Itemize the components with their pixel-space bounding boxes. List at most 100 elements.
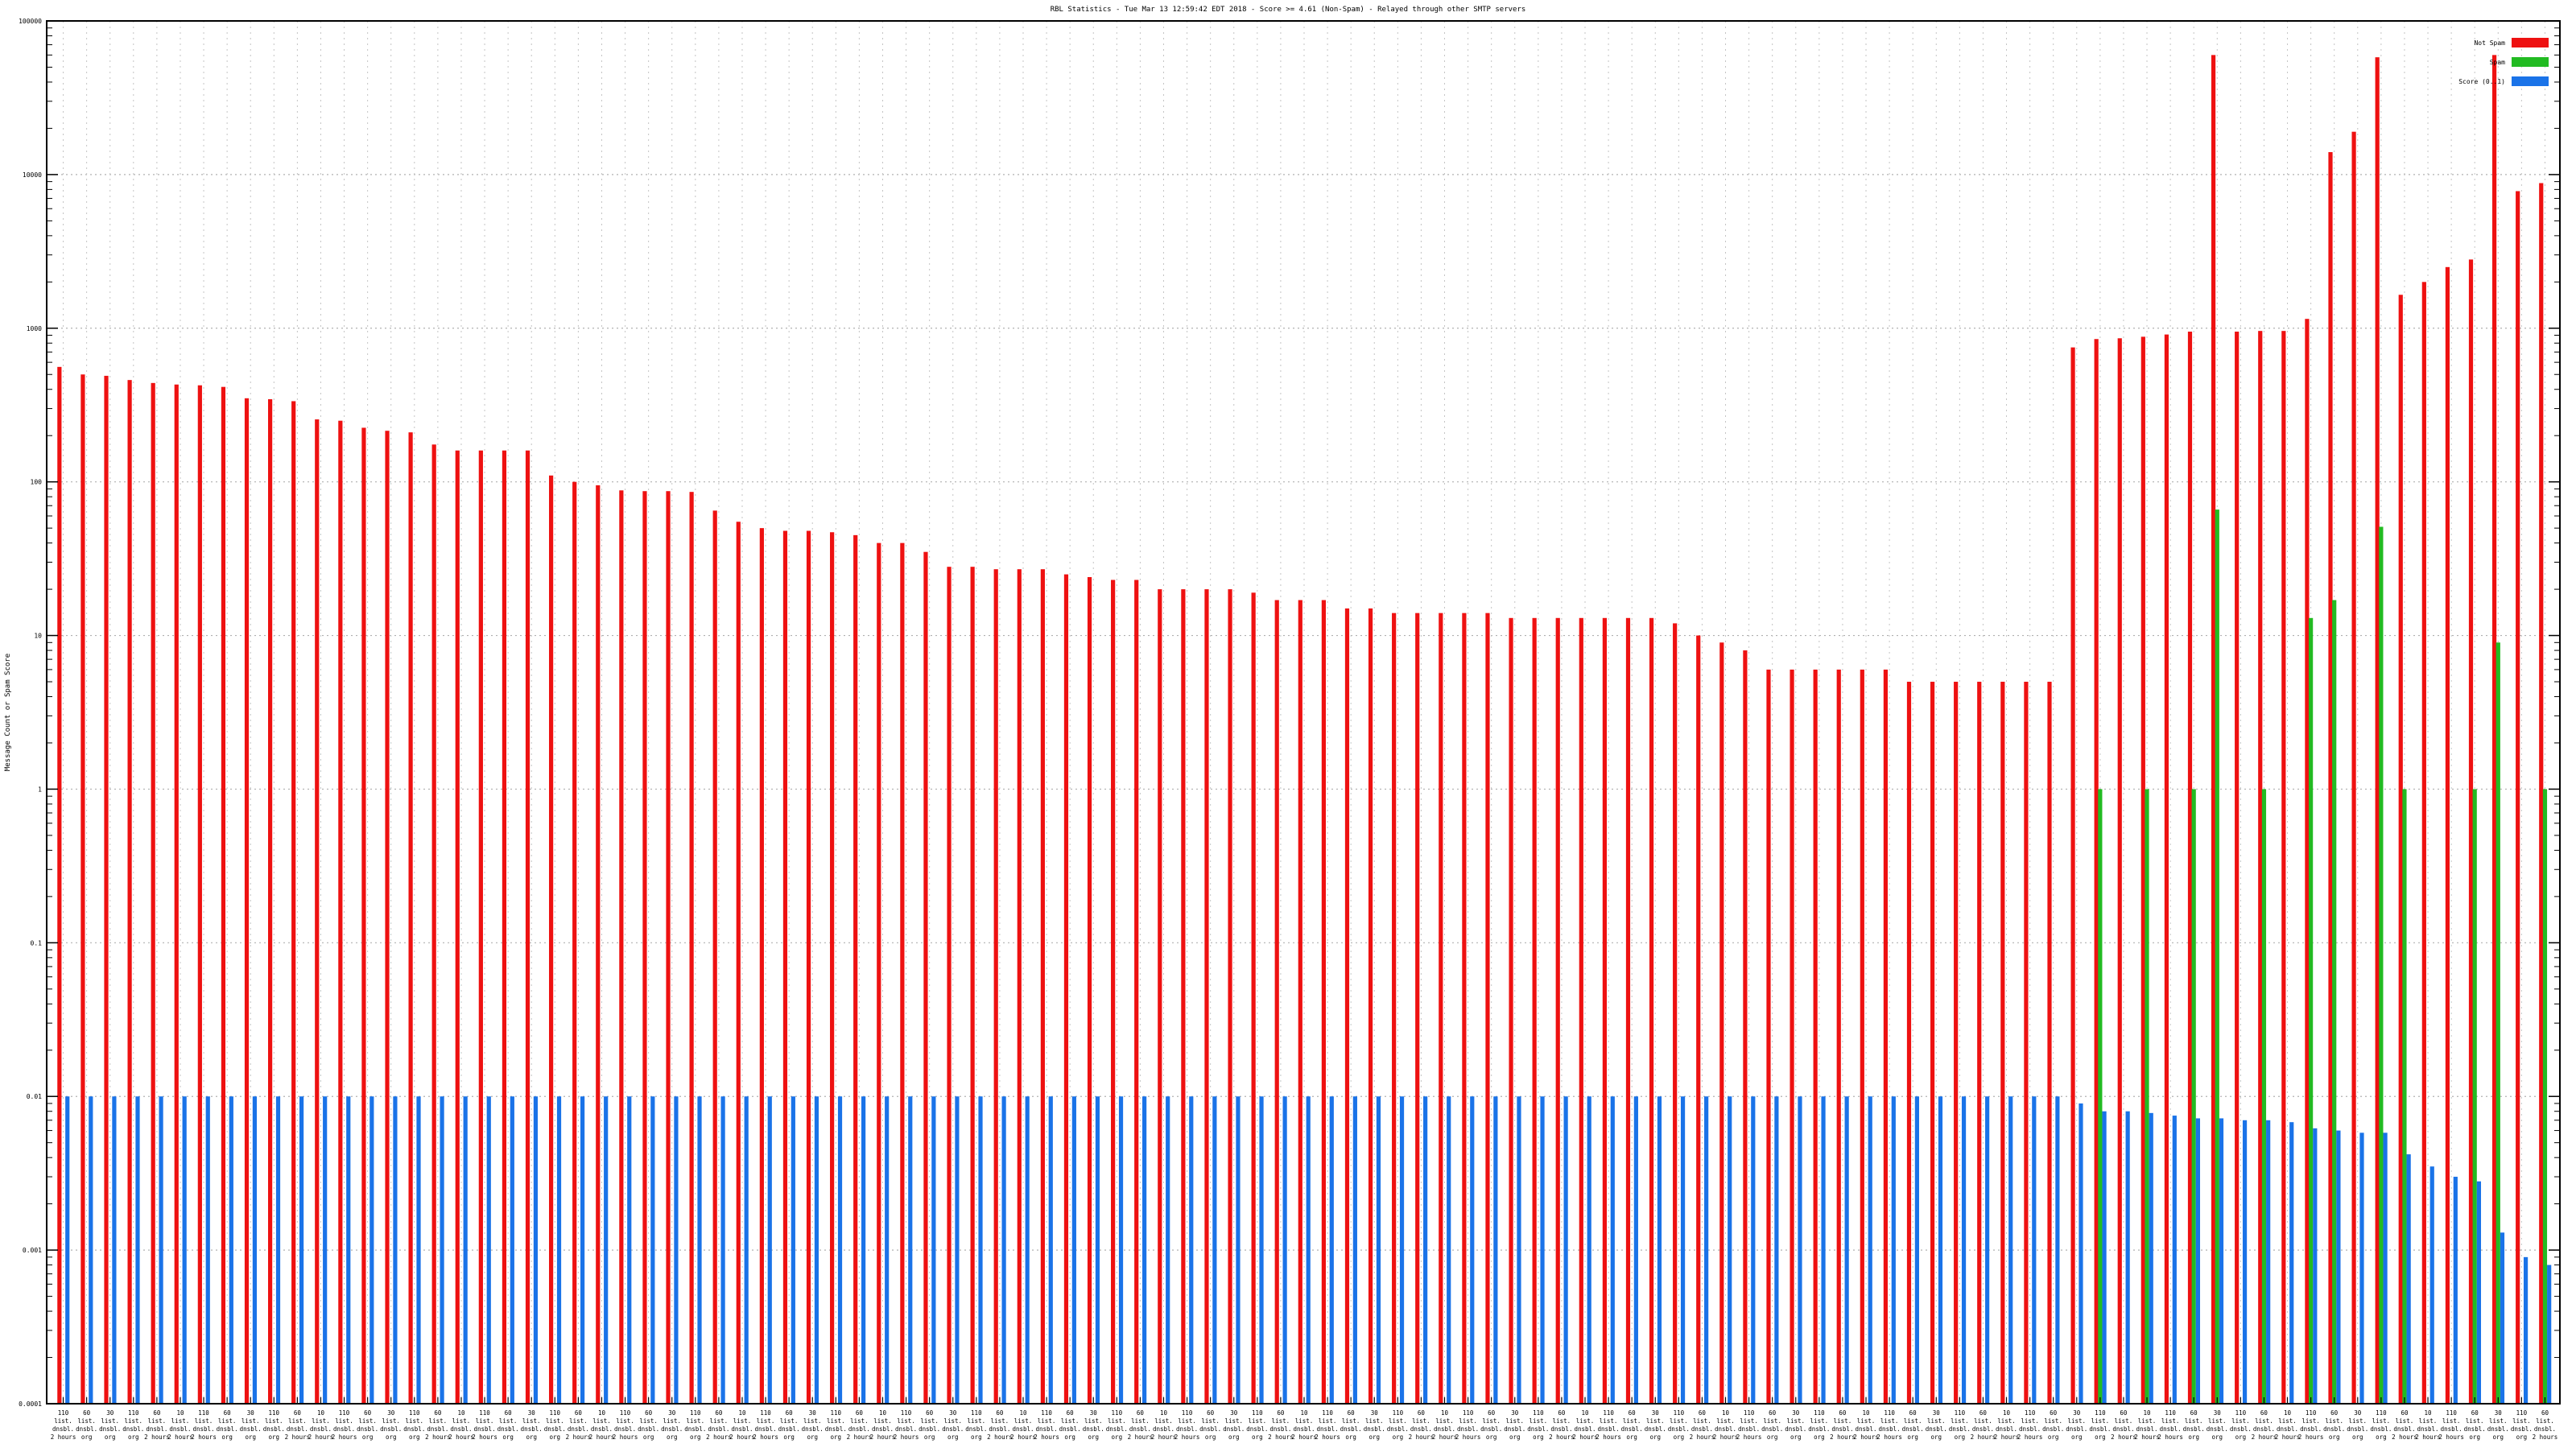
x-tick-label-line: 10 xyxy=(1722,1409,1730,1417)
x-tick-label-line: list. xyxy=(1857,1417,1876,1425)
x-tick-label-line: dnsbl. xyxy=(2112,1425,2134,1433)
x-tick-label-line: dnsbl. xyxy=(1246,1425,1268,1433)
bar-not-spam xyxy=(1555,617,1560,1404)
bar-spam xyxy=(2191,789,2196,1404)
x-tick-label-line: org xyxy=(2469,1433,2480,1441)
bar-score-0-1 xyxy=(744,1096,749,1404)
x-tick-label-line: dnsbl. xyxy=(1340,1425,1362,1433)
x-tick-label-line: list. xyxy=(1084,1417,1103,1425)
x-tick-label: 110 list. dnsbl. 2 hours xyxy=(613,1409,638,1441)
y-tick-label: 10 xyxy=(34,633,42,640)
x-tick-label-line: 2 hours xyxy=(1549,1433,1575,1441)
x-tick-label-line: list. xyxy=(2185,1417,2203,1425)
x-tick-label-line: 60 xyxy=(2541,1409,2549,1417)
bar-not-spam xyxy=(2211,55,2216,1404)
bar-score-0-1 xyxy=(1399,1096,1405,1404)
x-tick-label-line: org xyxy=(1393,1433,1404,1441)
bar-not-spam xyxy=(2000,682,2005,1404)
bar-score-0-1 xyxy=(1071,1096,1076,1404)
bar-score-0-1 xyxy=(229,1096,233,1404)
x-tick-label-line: list. xyxy=(288,1417,307,1425)
x-tick-label-line: org xyxy=(502,1433,514,1441)
x-tick-label-line: list. xyxy=(2091,1417,2110,1425)
x-tick-label-line: org xyxy=(2235,1433,2247,1441)
x-tick-label: 10 list. dnsbl. 2 hours xyxy=(167,1409,193,1441)
x-tick-label-line: dnsbl. xyxy=(825,1425,847,1433)
bar-spam xyxy=(2145,789,2149,1404)
x-tick-label-line: org xyxy=(1112,1433,1123,1441)
bar-not-spam xyxy=(1790,669,1794,1404)
x-tick-label: 30 list. dnsbl. org xyxy=(661,1409,683,1441)
x-tick-label-line: list. xyxy=(710,1417,729,1425)
x-tick-label-line: dnsbl. xyxy=(708,1425,729,1433)
y-tick-label: 0.0001 xyxy=(19,1400,42,1408)
bar-not-spam xyxy=(2398,295,2403,1405)
x-tick-label-line: list. xyxy=(406,1417,424,1425)
x-tick-label-line: org xyxy=(221,1433,233,1441)
x-tick-label: 110 list. dnsbl. 2 hours xyxy=(191,1409,217,1441)
x-tick-label-line: org xyxy=(807,1433,818,1441)
bar-score-0-1 xyxy=(2195,1118,2200,1404)
x-tick-label-line: 2 hours xyxy=(472,1433,497,1441)
x-tick-label-line: 2 hours xyxy=(1034,1433,1059,1441)
x-tick-label-line: dnsbl. xyxy=(965,1425,987,1433)
x-tick-label-line: dnsbl. xyxy=(2347,1425,2368,1433)
x-tick-label-line: dnsbl. xyxy=(1574,1425,1596,1433)
x-tick-label-line: dnsbl. xyxy=(1598,1425,1620,1433)
x-tick-label: 110 list. dnsbl. org xyxy=(1106,1409,1128,1441)
x-tick-label-line: dnsbl. xyxy=(1129,1425,1151,1433)
bar-not-spam xyxy=(2351,131,2356,1404)
bar-score-0-1 xyxy=(861,1096,866,1404)
bar-not-spam xyxy=(525,450,530,1405)
x-tick-label: 60 list. dnsbl. 2 hours xyxy=(285,1409,311,1441)
y-tick-label: 100000 xyxy=(19,18,42,25)
x-tick-label-line: list. xyxy=(1365,1417,1384,1425)
bar-not-spam xyxy=(2258,331,2263,1404)
bar-not-spam xyxy=(1368,608,1373,1404)
x-tick-label-line: list. xyxy=(873,1417,892,1425)
x-tick-label-line: 2 hours xyxy=(1713,1433,1739,1441)
x-tick-label-line: 110 xyxy=(58,1409,69,1417)
bar-not-spam xyxy=(127,380,132,1404)
bar-score-0-1 xyxy=(1728,1096,1732,1404)
x-tick-label-line: list. xyxy=(780,1417,799,1425)
x-tick-label-line: list. xyxy=(733,1417,752,1425)
x-tick-label-line: dnsbl. xyxy=(1059,1425,1081,1433)
x-tick-label-line: 60 xyxy=(1137,1409,1145,1417)
bar-score-0-1 xyxy=(1821,1096,1826,1404)
x-tick-label-line: dnsbl. xyxy=(1153,1425,1174,1433)
x-tick-label: 60 list. dnsbl. 2 hours xyxy=(2111,1409,2136,1441)
x-tick-label-line: 10 xyxy=(1160,1409,1168,1417)
x-tick-label: 30 list. dnsbl. org xyxy=(1083,1409,1104,1441)
x-tick-label-line: dnsbl. xyxy=(450,1425,472,1433)
x-tick-label-line: 110 xyxy=(1674,1409,1685,1417)
x-tick-label-line: dnsbl. xyxy=(919,1425,940,1433)
x-tick-label-line: dnsbl. xyxy=(1949,1425,1971,1433)
x-tick-label: 110 list. dnsbl. org xyxy=(1246,1409,1268,1441)
x-tick-label: 110 list. dnsbl. org xyxy=(825,1409,847,1441)
bar-not-spam xyxy=(455,450,460,1405)
x-tick-label: 110 list. dnsbl. 2 hours xyxy=(1034,1409,1059,1441)
x-tick-label-line: 110 xyxy=(2165,1409,2176,1417)
x-tick-label-line: list. xyxy=(218,1417,237,1425)
x-tick-label-line: list. xyxy=(1319,1417,1337,1425)
bar-score-0-1 xyxy=(1306,1096,1311,1404)
x-tick-label: 110 list. dnsbl. org xyxy=(684,1409,706,1441)
x-tick-label-line: dnsbl. xyxy=(848,1425,870,1433)
x-tick-label: 60 list. dnsbl. 2 hours xyxy=(706,1409,732,1441)
x-tick-label-line: org xyxy=(1907,1433,1918,1441)
x-tick-label-line: org xyxy=(1368,1433,1380,1441)
x-tick-label-line: org xyxy=(831,1433,842,1441)
y-tick-label: 0.1 xyxy=(31,939,43,947)
bar-score-0-1 xyxy=(1563,1096,1568,1404)
bar-not-spam xyxy=(1696,635,1701,1404)
x-tick-label-line: 60 xyxy=(1348,1409,1356,1417)
x-tick-label-line: dnsbl. xyxy=(52,1425,74,1433)
x-tick-label: 110 list. dnsbl. org xyxy=(1527,1409,1549,1441)
x-tick-label-line: 2 hours xyxy=(1572,1433,1598,1441)
bar-not-spam xyxy=(2491,55,2497,1404)
x-tick-label-line: list. xyxy=(476,1417,494,1425)
x-tick-label-line: 110 xyxy=(1322,1409,1333,1417)
x-tick-label: 60 list. dnsbl. org xyxy=(2464,1409,2486,1441)
x-tick-label-line: 2 hours xyxy=(2298,1433,2324,1441)
